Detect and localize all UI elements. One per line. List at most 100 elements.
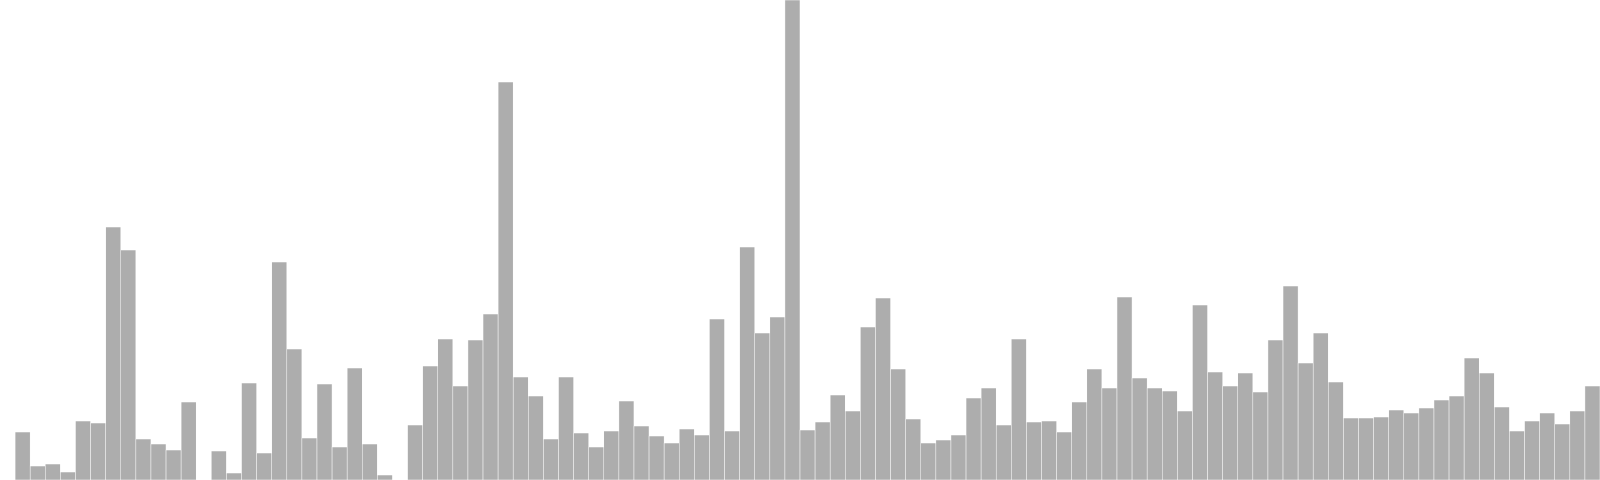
- bar-64: [965, 397, 982, 480]
- bar-67: [1011, 338, 1027, 480]
- bar-80: [1207, 371, 1223, 480]
- bar-60: [905, 418, 921, 480]
- bar-100: [1509, 430, 1525, 480]
- bar-49: [739, 246, 755, 480]
- bar-97: [1463, 357, 1480, 480]
- bar-10: [150, 443, 167, 480]
- bar-16: [241, 382, 257, 480]
- bar-68: [1026, 421, 1042, 480]
- bar-35: [528, 395, 544, 480]
- bar-38: [573, 432, 589, 480]
- bar-51: [769, 316, 786, 480]
- bar-42: [633, 425, 650, 480]
- bar-66: [995, 424, 1012, 480]
- bar-1: [14, 431, 31, 480]
- bar-40: [603, 430, 620, 480]
- bar-48: [724, 430, 740, 480]
- bar-86: [1297, 362, 1314, 480]
- bar-7: [105, 226, 122, 480]
- bar-28: [422, 365, 438, 480]
- bar-69: [1041, 420, 1057, 480]
- bar-56: [845, 410, 861, 480]
- bar-44: [663, 442, 680, 480]
- bar-41: [618, 400, 635, 480]
- bar-95: [1433, 399, 1450, 480]
- bar-8: [120, 249, 137, 480]
- bar-37: [558, 376, 574, 480]
- bar-94: [1418, 407, 1435, 480]
- bar-27: [407, 424, 423, 480]
- bar-6: [90, 422, 106, 480]
- bar-11: [165, 449, 182, 480]
- bar-54: [814, 421, 831, 480]
- bar-83: [1252, 391, 1269, 480]
- bar-63: [950, 434, 967, 480]
- bar-55: [829, 394, 846, 480]
- bar-4: [60, 471, 76, 480]
- bar-58: [875, 297, 891, 480]
- bar-65: [980, 387, 997, 480]
- bar-91: [1373, 416, 1389, 480]
- bar-59: [890, 368, 906, 480]
- bar-102: [1539, 412, 1555, 480]
- bar-14: [211, 450, 227, 480]
- bar-53: [799, 429, 816, 480]
- bar-82: [1237, 372, 1254, 480]
- bar-12: [180, 401, 197, 480]
- bar-34: [512, 376, 529, 480]
- bar-75: [1131, 377, 1148, 480]
- bar-73: [1101, 387, 1118, 480]
- bar-9: [135, 438, 152, 480]
- bar-72: [1086, 368, 1103, 480]
- bar-70: [1056, 431, 1072, 480]
- bar-76: [1146, 387, 1163, 480]
- bar-90: [1358, 417, 1374, 480]
- bar-45: [679, 428, 695, 480]
- bar-46: [694, 434, 710, 480]
- bar-20: [301, 437, 318, 480]
- bar-39: [588, 446, 605, 480]
- bar-30: [452, 385, 469, 480]
- bar-25: [377, 474, 393, 480]
- bar-87: [1312, 332, 1329, 480]
- bar-62: [935, 439, 952, 480]
- bar-96: [1448, 395, 1465, 480]
- bar-3: [45, 463, 61, 480]
- bar-32: [482, 313, 499, 480]
- bar-79: [1192, 304, 1208, 480]
- bar-43: [648, 435, 665, 480]
- bar-78: [1177, 410, 1193, 480]
- bar-57: [860, 326, 876, 480]
- bar-50: [754, 332, 771, 480]
- bar-99: [1494, 406, 1510, 480]
- bar-18: [271, 261, 288, 480]
- bar-33: [497, 81, 514, 480]
- bar-31: [467, 339, 484, 480]
- bar-61: [920, 442, 937, 480]
- bar-93: [1403, 412, 1420, 480]
- bar-104: [1569, 410, 1586, 480]
- bars-group: [14, 0, 1600, 480]
- bar-29: [437, 338, 454, 480]
- bar-47: [709, 318, 725, 480]
- bar-89: [1343, 417, 1359, 480]
- bar-22: [331, 446, 348, 480]
- bar-103: [1554, 423, 1571, 480]
- bar-2: [29, 465, 46, 480]
- bar-84: [1267, 339, 1284, 480]
- bar-98: [1479, 372, 1495, 480]
- bar-105: [1584, 385, 1600, 480]
- bar-5: [75, 420, 91, 480]
- bar-36: [543, 438, 559, 480]
- bar-85: [1282, 285, 1299, 480]
- bar-23: [346, 367, 363, 480]
- bar-52: [784, 0, 801, 480]
- bar-88: [1328, 381, 1344, 480]
- bar-71: [1071, 401, 1088, 480]
- bar-19: [286, 348, 303, 480]
- bar-77: [1162, 390, 1178, 480]
- bar-81: [1222, 385, 1238, 480]
- bar-101: [1524, 420, 1540, 480]
- bar-74: [1116, 296, 1133, 480]
